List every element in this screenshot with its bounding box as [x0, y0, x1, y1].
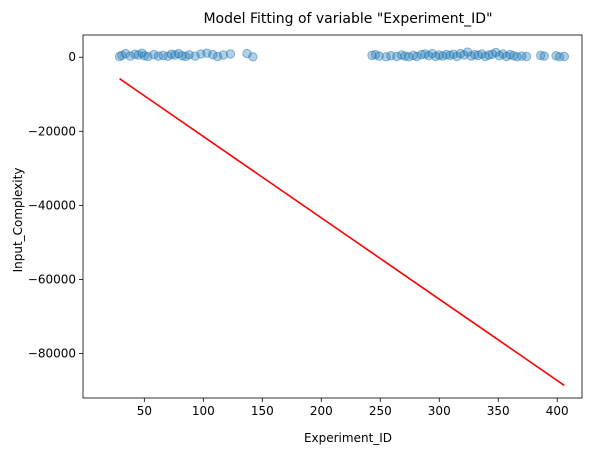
scatter-point [484, 50, 494, 60]
x-tick-label: 100 [192, 404, 215, 418]
y-axis: 0 −20000 −40000 −60000 −80000 [28, 50, 83, 361]
x-tick-label: 400 [546, 404, 569, 418]
x-tick-label: 200 [310, 404, 333, 418]
scatter-point [208, 49, 218, 60]
scatter-point [559, 51, 569, 62]
scatter-point [374, 51, 384, 61]
y-tick-label: −40000 [28, 198, 76, 212]
x-tick-label: 300 [428, 404, 451, 418]
scatter-point [177, 51, 187, 61]
scatter-point [153, 51, 164, 61]
axes-frame [82, 34, 583, 399]
scatter-point [130, 49, 140, 59]
scatter-point [521, 51, 532, 62]
y-axis-label: Input_Complexity [11, 168, 25, 273]
x-tick-label: 50 [137, 404, 152, 418]
scatter-point [416, 49, 427, 60]
scatter-point [441, 49, 452, 60]
scatter-point [218, 50, 229, 60]
scatter-point [367, 50, 377, 61]
x-tick-label: 350 [487, 404, 510, 418]
scatter-point [248, 52, 258, 62]
scatter-point [512, 52, 522, 62]
scatter-point [412, 51, 422, 62]
scatter-point [139, 51, 150, 61]
y-tick-label: 0 [68, 50, 76, 64]
scatter-point [539, 51, 549, 61]
x-axis: 50 100 150 200 250 300 350 400 [137, 398, 569, 418]
fit-line [119, 78, 565, 387]
y-tick-label: −60000 [28, 272, 76, 286]
chart-title: Model Fitting of variable "Experiment_ID… [203, 11, 492, 27]
scatter-point [166, 49, 177, 59]
scatter-point [554, 52, 565, 62]
scatter-point [536, 50, 546, 61]
scatter-point [225, 49, 236, 59]
scatter-point [120, 48, 131, 59]
scatter-point [491, 47, 501, 58]
x-axis-label: Experiment_ID [304, 431, 392, 445]
scatter-point [517, 51, 527, 61]
plot-area [114, 47, 569, 387]
scatter-point [469, 49, 480, 60]
y-tick-label: −80000 [28, 347, 76, 361]
y-tick-label: −20000 [28, 124, 76, 138]
x-tick-label: 150 [251, 404, 274, 418]
x-tick-label: 250 [369, 404, 392, 418]
